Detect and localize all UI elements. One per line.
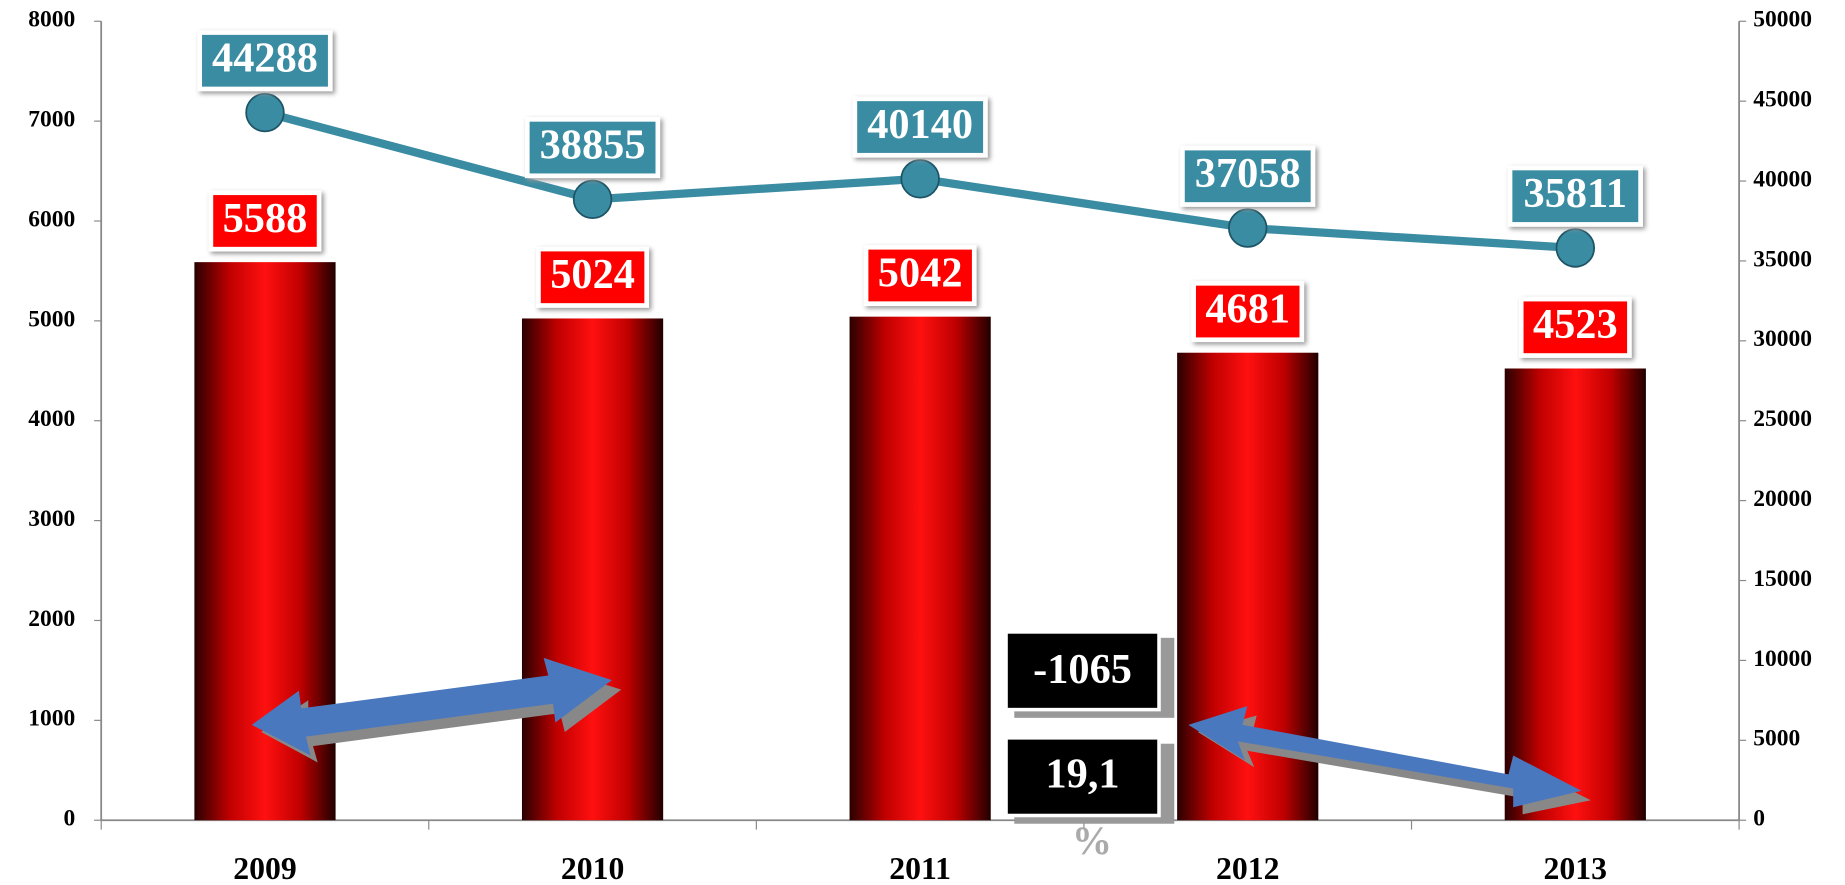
y2-tick-label: 20000	[1753, 486, 1812, 512]
y2-tick-label: 40000	[1753, 166, 1812, 192]
y-tick-label: 0	[64, 806, 76, 832]
value-label-box	[536, 246, 650, 308]
arrow	[1188, 706, 1582, 808]
arrows	[251, 657, 1591, 815]
bar	[1504, 368, 1646, 821]
value-label: 5024	[550, 251, 635, 298]
y-tick-label: 2000	[28, 606, 75, 632]
value-label-box	[863, 244, 977, 307]
line-point	[900, 159, 940, 199]
value-label-box	[208, 190, 322, 252]
value-label-box	[197, 30, 333, 92]
value-label: 35811	[1524, 170, 1628, 217]
value-label-box	[1518, 296, 1632, 358]
y-tick-label: 6000	[28, 206, 75, 232]
y-tick-label: 7000	[28, 107, 75, 133]
annotation-text: 19,1	[1045, 751, 1119, 798]
y2-tick-label: 5000	[1753, 726, 1800, 752]
annotation-text: -1065	[1033, 646, 1132, 693]
annotation-text: %	[1072, 818, 1112, 863]
value-label-box	[852, 96, 988, 158]
y-tick-label: 3000	[28, 506, 75, 532]
value-label: 5042	[878, 249, 963, 296]
y2-tick-label: 15000	[1753, 566, 1812, 592]
value-label: 4681	[1205, 285, 1290, 332]
bar	[521, 318, 664, 821]
value-label-box	[524, 116, 661, 179]
value-label: 38855	[540, 121, 646, 168]
value-label: 40140	[867, 101, 973, 148]
y2-tick-label: 35000	[1753, 246, 1812, 272]
bar	[849, 316, 991, 821]
value-label: 4523	[1533, 301, 1618, 348]
annotation-boxes: -1065 19,1 %	[1004, 630, 1175, 863]
value-label-box	[1507, 165, 1643, 227]
x-tick-label: 2012	[1216, 851, 1280, 885]
annotation-box	[1004, 630, 1161, 712]
y2-tick-label: 30000	[1753, 326, 1812, 352]
y-tick-label: 5000	[28, 306, 75, 332]
line-point	[1555, 228, 1596, 268]
y2-tick-label: 25000	[1753, 406, 1812, 432]
y2-tick-label: 10000	[1753, 646, 1812, 672]
value-label: 44288	[212, 35, 318, 82]
y2-tick-label: 0	[1753, 806, 1765, 832]
line-point	[245, 92, 285, 133]
value-label-box	[1191, 280, 1305, 343]
line-point	[1228, 208, 1268, 248]
x-tick-label: 2011	[889, 851, 951, 885]
value-label-box	[1180, 145, 1316, 207]
value-label: 37058	[1195, 150, 1301, 197]
line-point	[572, 179, 613, 220]
y2-tick-label: 50000	[1753, 7, 1812, 33]
annotation-box	[1004, 736, 1161, 818]
plot-area: 0 1000 2000 3000 4000 5000 6000 7000 8000 0 5000 10…	[28, 7, 1812, 885]
x-tick-label: 2009	[233, 851, 297, 885]
arrow	[251, 657, 612, 756]
x-tick-label: 2013	[1544, 851, 1608, 885]
y-tick-label: 8000	[28, 7, 75, 33]
x-tick-label: 2010	[561, 851, 625, 885]
y-tick-label: 4000	[28, 406, 75, 432]
y-tick-label: 1000	[28, 706, 75, 732]
value-label: 5588	[223, 195, 308, 242]
y2-tick-label: 45000	[1753, 87, 1812, 113]
